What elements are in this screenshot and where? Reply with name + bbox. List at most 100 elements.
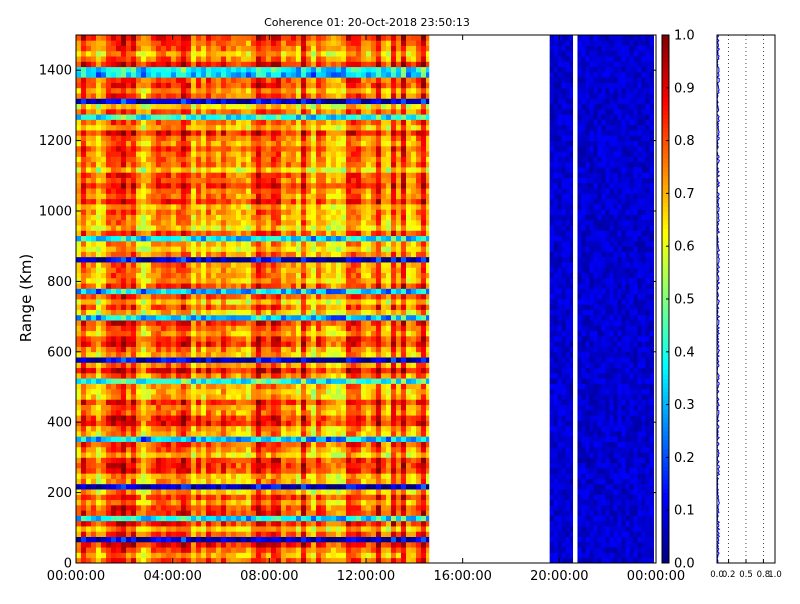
heatmap-cell — [386, 304, 392, 310]
heatmap-cell — [291, 299, 297, 305]
heatmap-cell — [211, 520, 217, 527]
heatmap-cell — [131, 283, 137, 289]
heatmap-cell — [86, 272, 92, 279]
heatmap-cell — [346, 272, 352, 279]
heatmap-cell — [156, 240, 162, 247]
heatmap-cell — [171, 362, 177, 369]
heatmap-cell — [296, 515, 302, 522]
heatmap-cell — [316, 557, 322, 564]
heatmap-cell — [356, 515, 362, 522]
heatmap-cell — [216, 399, 222, 405]
heatmap-cell — [166, 383, 172, 390]
heatmap-cell — [166, 225, 172, 231]
heatmap-cell — [366, 425, 372, 432]
heatmap-cell — [231, 404, 237, 411]
heatmap-cell — [361, 399, 367, 405]
heatmap-cell — [86, 415, 92, 421]
heatmap-cell — [396, 409, 402, 416]
heatmap-cell — [116, 557, 122, 564]
heatmap-cell — [256, 420, 262, 427]
heatmap-cell — [296, 262, 302, 268]
heatmap-cell — [221, 225, 227, 231]
heatmap-cell — [86, 383, 92, 390]
heatmap-cell — [141, 188, 147, 194]
heatmap-cell — [391, 193, 397, 200]
heatmap-cell — [226, 499, 232, 506]
heatmap-cell — [91, 235, 97, 242]
heatmap-cell — [256, 388, 262, 395]
heatmap-cell — [306, 335, 312, 342]
heatmap-cell — [261, 388, 267, 395]
heatmap-cell — [166, 552, 172, 559]
heatmap-cell — [361, 462, 367, 469]
heatmap-cell — [171, 446, 177, 453]
heatmap-cell — [161, 499, 167, 506]
heatmap-cell — [226, 341, 232, 347]
heatmap-cell — [96, 394, 102, 400]
heatmap-cell — [421, 351, 427, 358]
heatmap-cell — [416, 446, 422, 453]
heatmap-cell — [101, 240, 107, 247]
heatmap-cell — [361, 388, 367, 395]
heatmap-cell — [301, 462, 307, 469]
heatmap-cell — [131, 246, 137, 252]
heatmap-cell — [136, 467, 142, 474]
heatmap-cell — [351, 341, 357, 347]
heatmap-cell — [261, 494, 267, 501]
heatmap-cell — [251, 362, 257, 369]
heatmap-cell — [91, 462, 97, 469]
heatmap-cell — [101, 383, 107, 390]
heatmap-cell — [406, 557, 412, 564]
heatmap-cell — [176, 314, 182, 321]
heatmap-cell — [226, 288, 232, 295]
heatmap-cell — [396, 214, 402, 221]
heatmap-cell — [281, 346, 287, 353]
heatmap-cell — [336, 394, 342, 400]
heatmap-cell — [291, 420, 297, 427]
heatmap-cell — [206, 499, 212, 506]
heatmap-cell — [171, 246, 177, 252]
heatmap-cell — [126, 547, 132, 553]
heatmap-cell — [236, 372, 242, 379]
heatmap-cell — [321, 256, 327, 263]
heatmap-cell — [91, 209, 97, 215]
heatmap-cell — [291, 394, 297, 400]
heatmap-cell — [186, 193, 192, 200]
heatmap-cell — [211, 467, 217, 474]
heatmap-cell — [356, 293, 362, 300]
heatmap-cell — [281, 246, 287, 252]
heatmap-cell — [331, 230, 337, 237]
heatmap-cell — [86, 357, 92, 363]
heatmap-cell — [161, 277, 167, 284]
heatmap-cell — [231, 367, 237, 374]
heatmap-cell — [126, 467, 132, 474]
heatmap-cell — [171, 256, 177, 263]
heatmap-cell — [411, 293, 417, 300]
heatmap-cell — [326, 309, 332, 316]
heatmap-cell — [156, 209, 162, 215]
heatmap-cell — [86, 325, 92, 332]
heatmap-cell — [311, 341, 317, 347]
heatmap-cell — [326, 372, 332, 379]
heatmap-cell — [171, 531, 177, 537]
heatmap-cell — [386, 388, 392, 395]
heatmap-cell — [291, 346, 297, 353]
heatmap-cell — [231, 531, 237, 537]
heatmap-cell — [101, 214, 107, 221]
heatmap-cell — [391, 283, 397, 289]
heatmap-cell — [191, 367, 197, 374]
heatmap-cell — [366, 436, 372, 442]
heatmap-cell — [201, 494, 207, 501]
heatmap-cell — [81, 436, 87, 442]
heatmap-cell — [241, 198, 247, 205]
heatmap-cell — [81, 499, 87, 506]
heatmap-cell — [116, 362, 122, 369]
heatmap-cell — [301, 362, 307, 369]
heatmap-cell — [116, 504, 122, 511]
heatmap-cell — [301, 283, 307, 289]
heatmap-cell — [221, 351, 227, 358]
heatmap-cell — [146, 515, 152, 522]
heatmap-cell — [401, 230, 407, 237]
heatmap-cell — [286, 457, 292, 464]
heatmap-cell — [226, 262, 232, 268]
